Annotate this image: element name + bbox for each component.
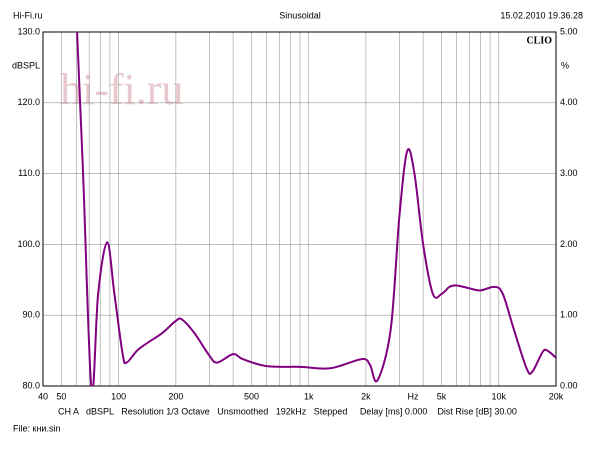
x-tick-label: 500 bbox=[244, 391, 259, 401]
x-tick-label: 2k bbox=[361, 391, 371, 401]
file-label: File: кни.sin bbox=[13, 423, 60, 433]
y2-tick-label: 3.00 bbox=[560, 168, 578, 178]
plot-frame bbox=[42, 31, 557, 387]
y2-axis-label: % bbox=[561, 60, 569, 70]
brand: CLIO bbox=[526, 35, 552, 46]
y2-tick-label: 1.00 bbox=[560, 310, 578, 320]
y-tick-label: 100.0 bbox=[17, 239, 40, 249]
x-tick-label: 20k bbox=[549, 391, 564, 401]
y2-tick-label: 2.00 bbox=[560, 239, 578, 249]
footer: CH A dBSPL Resolution 1/3 Octave Unsmoot… bbox=[58, 406, 517, 416]
y-axis-label: dBSPL bbox=[12, 60, 40, 70]
y2-tick-label: 4.00 bbox=[560, 97, 578, 107]
y-tick-label: 90.0 bbox=[22, 310, 40, 320]
x-tick-label: 10k bbox=[492, 391, 507, 401]
x-axis-label: Hz bbox=[408, 391, 419, 401]
x-tick-label: 50 bbox=[56, 391, 66, 401]
y-tick-label: 110.0 bbox=[18, 168, 40, 178]
header-right: 15.02.2010 19.36.28 bbox=[500, 10, 583, 20]
y-tick-label: 130.0 bbox=[17, 26, 40, 36]
y2-tick-label: 0.00 bbox=[560, 380, 578, 390]
x-tick-label: 100 bbox=[111, 391, 126, 401]
y-tick-label: 120.0 bbox=[17, 97, 40, 107]
x-tick-label: 200 bbox=[168, 391, 183, 401]
y-tick-label: 80.0 bbox=[22, 380, 40, 390]
header-left: Hi-Fi.ru bbox=[13, 10, 43, 20]
x-tick-label: 1k bbox=[304, 391, 314, 401]
response-curve bbox=[76, 32, 556, 386]
x-tick-label: 5k bbox=[437, 391, 447, 401]
y2-tick-label: 5.00 bbox=[560, 26, 578, 36]
header-center: Sinusoidal bbox=[279, 10, 321, 20]
x-tick-label: 40 bbox=[38, 391, 48, 401]
